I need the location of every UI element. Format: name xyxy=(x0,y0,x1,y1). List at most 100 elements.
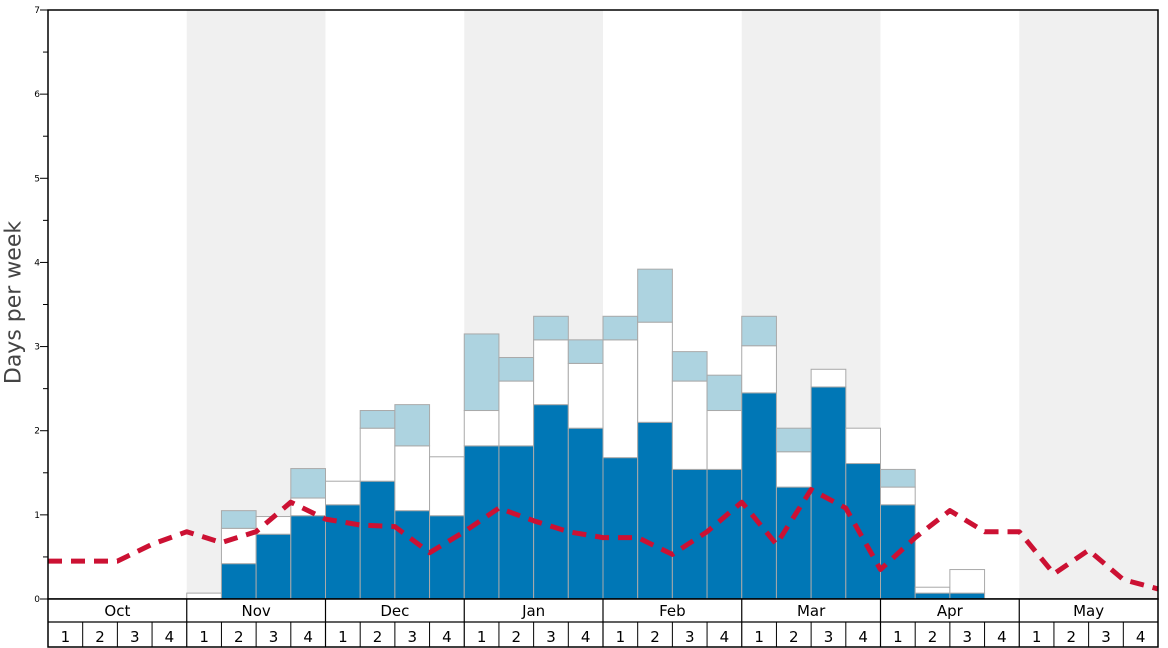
bar-segment xyxy=(741,315,777,347)
bars xyxy=(186,268,986,600)
bar-segment xyxy=(429,515,465,600)
week-label: 1 xyxy=(199,628,209,646)
bar-segment xyxy=(533,315,569,341)
bar-segment xyxy=(220,510,257,529)
week-label: 2 xyxy=(928,628,938,646)
y-tick-label: 6 xyxy=(34,90,40,100)
bar-segment xyxy=(359,410,396,429)
week-label: 1 xyxy=(61,628,71,646)
week-label: 2 xyxy=(95,628,105,646)
y-tick-label: 3 xyxy=(34,343,40,353)
bar-segment xyxy=(706,374,743,412)
bar-segment xyxy=(671,351,708,382)
bar-segment xyxy=(706,410,743,470)
week-label: 3 xyxy=(269,628,279,646)
week-label: 2 xyxy=(650,628,660,646)
week-label: 4 xyxy=(858,628,868,646)
bar-segment xyxy=(290,515,326,600)
month-label: May xyxy=(1073,602,1104,620)
y-axis-label: Days per week xyxy=(1,220,27,385)
week-label: 2 xyxy=(512,628,522,646)
bar-segment xyxy=(810,368,847,388)
week-label: 1 xyxy=(338,628,348,646)
month-label: Jan xyxy=(521,602,545,620)
x-ticks: Oct 1 2 3 4 Nov 1 2 3 4 Dec 1 2 3 4 Jan 1 2 3 4 Feb 1 2 3 4 Mar 1 2… xyxy=(61,599,1146,647)
week-label: 2 xyxy=(789,628,799,646)
month-label: Dec xyxy=(380,602,409,620)
bar-segment xyxy=(949,592,986,600)
month-label: Feb xyxy=(659,602,686,620)
bar-segment xyxy=(463,333,500,412)
week-label: 3 xyxy=(685,628,695,646)
bar-segment xyxy=(186,592,222,600)
bar-segment xyxy=(567,362,604,429)
bar-segment xyxy=(914,586,951,594)
bar-segment xyxy=(741,345,777,394)
week-label: 1 xyxy=(893,628,903,646)
week-label: 2 xyxy=(234,628,244,646)
bar-segment xyxy=(880,468,916,488)
week-label: 3 xyxy=(407,628,417,646)
bar-segment xyxy=(567,339,604,364)
bar-segment xyxy=(255,533,292,600)
week-label: 4 xyxy=(442,628,452,646)
y-tick-label: 7 xyxy=(34,6,40,16)
bar-segment xyxy=(533,404,569,600)
bar-segment xyxy=(394,510,431,600)
week-label: 1 xyxy=(754,628,764,646)
bar-segment xyxy=(533,339,569,406)
week-label: 4 xyxy=(303,628,313,646)
bar-segment xyxy=(463,410,500,447)
week-label: 1 xyxy=(616,628,626,646)
month-label: Nov xyxy=(241,602,270,620)
bar-segment xyxy=(637,421,673,600)
bar-segment xyxy=(775,427,812,453)
bar-segment xyxy=(775,451,812,488)
bar-segment xyxy=(949,569,986,594)
bar-segment xyxy=(706,468,743,600)
bar-segment xyxy=(845,463,881,600)
bar-segment xyxy=(741,392,777,600)
bar-segment xyxy=(359,480,396,600)
bar-segment xyxy=(325,480,361,506)
month-label: Oct xyxy=(104,602,130,620)
bar-segment xyxy=(914,592,951,600)
bar-segment xyxy=(394,404,431,447)
bar-segment xyxy=(637,268,673,323)
week-label: 3 xyxy=(1101,628,1111,646)
week-label: 3 xyxy=(130,628,140,646)
bar-segment xyxy=(775,486,812,600)
bar-segment xyxy=(498,445,535,600)
y-tick-label: 5 xyxy=(34,174,40,184)
week-label: 4 xyxy=(720,628,730,646)
week-label: 4 xyxy=(997,628,1007,646)
bar-segment xyxy=(290,468,326,499)
bar-segment xyxy=(637,321,673,423)
y-ticks: 0 1 2 3 4 5 6 7 xyxy=(34,6,48,605)
bar-segment xyxy=(602,457,639,600)
y-tick-label: 0 xyxy=(34,595,40,605)
bar-segment xyxy=(359,427,396,482)
month-shading xyxy=(186,10,1158,599)
week-label: 3 xyxy=(546,628,556,646)
bar-segment xyxy=(394,445,431,512)
week-label: 3 xyxy=(824,628,834,646)
week-label: 2 xyxy=(373,628,383,646)
y-tick-label: 2 xyxy=(34,427,40,437)
trend-line xyxy=(48,487,1159,592)
month-label: Mar xyxy=(797,602,826,620)
bar-segment xyxy=(220,563,257,600)
week-label: 3 xyxy=(962,628,972,646)
bar-segment xyxy=(463,445,500,600)
bar-segment xyxy=(498,380,535,447)
week-label: 1 xyxy=(477,628,487,646)
bar-segment xyxy=(498,357,535,382)
bar-segment xyxy=(602,315,639,341)
week-label: 4 xyxy=(165,628,175,646)
y-tick-label: 1 xyxy=(34,511,40,521)
month-label: Apr xyxy=(937,602,964,620)
y-tick-label: 4 xyxy=(34,258,40,268)
bar-segment xyxy=(602,339,639,459)
week-label: 4 xyxy=(1136,628,1146,646)
bar-segment xyxy=(810,386,847,600)
